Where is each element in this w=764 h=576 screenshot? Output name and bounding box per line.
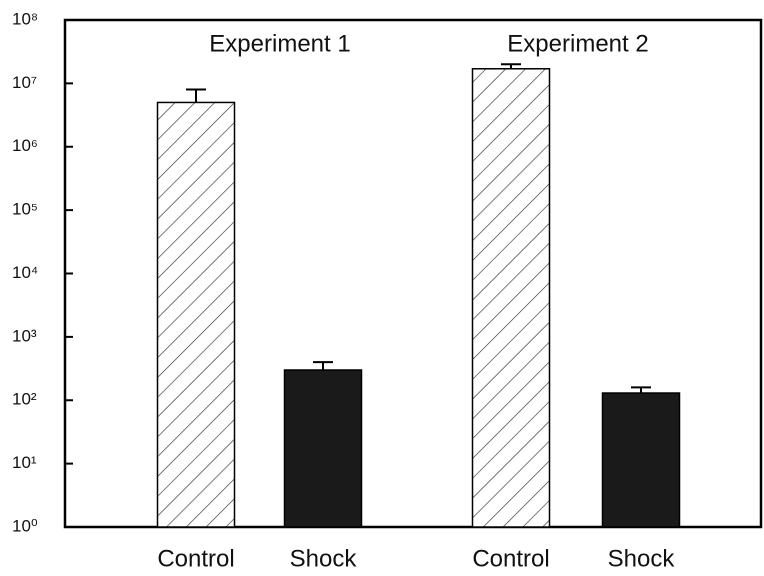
x-tick-label: Shock	[608, 545, 676, 572]
x-tick-label: Control	[157, 545, 234, 572]
y-tick-label: 10²	[12, 390, 37, 409]
bar	[601, 392, 681, 528]
y-tick-label: 10⁶	[12, 136, 38, 155]
group-label: Experiment 1	[209, 30, 350, 57]
y-tick-label: 10⁴	[12, 263, 38, 282]
y-tick-label: 10⁷	[12, 73, 37, 92]
bar	[156, 101, 236, 528]
y-tick-label: 10⁸	[12, 9, 38, 28]
x-tick-label: Shock	[290, 545, 358, 572]
bar	[471, 68, 551, 528]
y-tick-label: 10¹	[12, 453, 37, 472]
group-label: Experiment 2	[507, 30, 648, 57]
y-tick-label: 10⁰	[12, 516, 38, 535]
x-tick-label: Control	[472, 545, 549, 572]
y-tick-label: 10⁵	[12, 200, 38, 219]
y-tick-label: 10³	[12, 326, 37, 345]
bar	[283, 369, 363, 528]
